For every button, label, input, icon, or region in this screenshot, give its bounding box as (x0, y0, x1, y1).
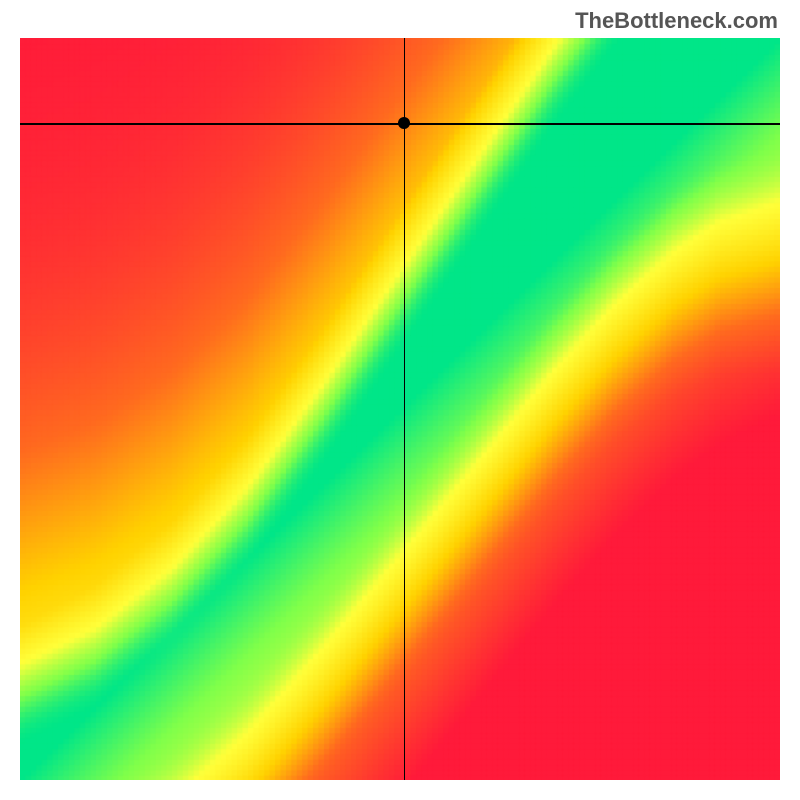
watermark-text: TheBottleneck.com (575, 8, 778, 34)
heatmap-plot-area (20, 38, 780, 780)
crosshair-vertical-line (404, 38, 406, 780)
heatmap-canvas (20, 38, 780, 780)
crosshair-marker-dot (398, 117, 410, 129)
